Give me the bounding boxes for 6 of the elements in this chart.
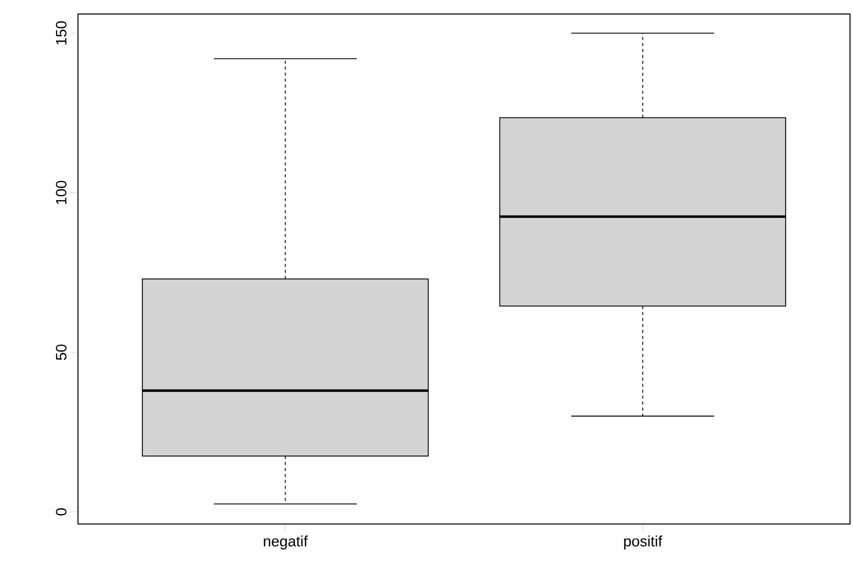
y-tick-label: 50 bbox=[56, 344, 66, 360]
y-tick-label: 0 bbox=[56, 508, 66, 516]
y-tick-label: 150 bbox=[56, 21, 66, 44]
x-tick-label: positif bbox=[624, 536, 662, 550]
x-tick-label: negatif bbox=[264, 536, 308, 550]
y-tick-label: 100 bbox=[56, 180, 66, 204]
